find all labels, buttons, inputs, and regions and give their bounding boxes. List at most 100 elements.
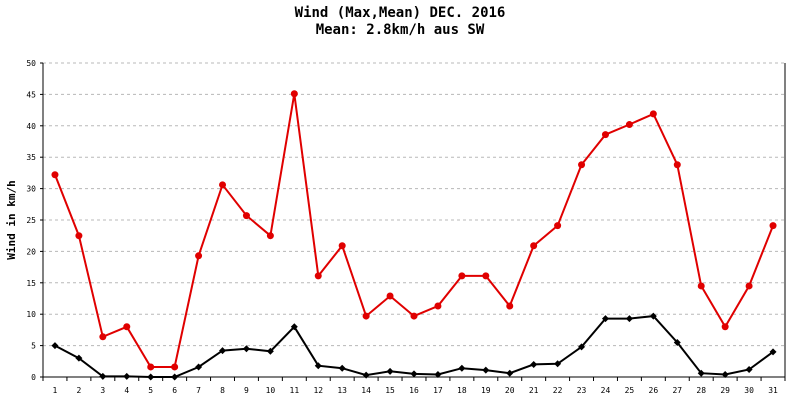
series-2-point <box>314 362 322 370</box>
x-tick-label: 18 <box>457 386 467 395</box>
series-2-point <box>290 323 298 331</box>
series-2-point <box>601 315 609 323</box>
series-1-point <box>458 272 466 280</box>
series-2-point <box>75 354 83 362</box>
x-tick-label: 17 <box>433 386 443 395</box>
x-tick-label: 19 <box>481 386 491 395</box>
series-2-point <box>745 365 753 373</box>
series-1-point <box>601 131 609 139</box>
x-tick-label: 11 <box>290 386 300 395</box>
series-1-point <box>290 90 298 98</box>
series-2-point <box>506 369 514 377</box>
series-1-point <box>51 171 59 179</box>
series-2-point <box>123 372 131 380</box>
x-tick-label: 7 <box>196 386 201 395</box>
y-tick-label: 20 <box>26 247 36 256</box>
x-tick-label: 3 <box>100 386 105 395</box>
x-tick-label: 6 <box>172 386 177 395</box>
series-1-point <box>721 323 729 331</box>
y-tick-label: 45 <box>26 90 36 99</box>
x-tick-label: 29 <box>720 386 730 395</box>
series-2-point <box>362 371 370 379</box>
x-tick-label: 8 <box>220 386 225 395</box>
series-2-point <box>649 312 657 320</box>
y-tick-label: 30 <box>26 185 36 194</box>
series-2-point <box>578 343 586 351</box>
series-1-point <box>219 181 227 189</box>
series-1-point <box>769 222 777 230</box>
y-tick-label: 15 <box>26 279 36 288</box>
series-2-point <box>769 348 777 356</box>
x-tick-label: 13 <box>337 386 347 395</box>
series-1-point <box>99 333 107 341</box>
series-1-point <box>434 302 442 310</box>
series-1-point <box>123 323 131 331</box>
series-2-point <box>147 373 155 381</box>
y-tick-label: 50 <box>26 59 36 68</box>
x-tick-label: 14 <box>361 386 371 395</box>
x-tick-label: 9 <box>244 386 249 395</box>
x-tick-label: 28 <box>696 386 706 395</box>
x-tick-label: 2 <box>76 386 81 395</box>
series-2-point <box>482 366 490 374</box>
series-1-point <box>314 272 322 280</box>
series-1-point <box>147 363 155 371</box>
x-tick-label: 12 <box>313 386 323 395</box>
series-2-point <box>530 360 538 368</box>
x-tick-label: 26 <box>649 386 659 395</box>
series-1-point <box>482 272 490 280</box>
series-1-point <box>75 232 83 240</box>
series-2-point <box>219 347 227 355</box>
x-tick-label: 21 <box>529 386 539 395</box>
chart-title: Wind (Max,Mean) DEC. 2016 <box>294 5 506 21</box>
series-1-point <box>338 242 346 250</box>
x-tick-label: 23 <box>577 386 587 395</box>
series-1-point <box>673 161 681 169</box>
series-2-point <box>195 363 203 371</box>
x-tick-label: 15 <box>385 386 395 395</box>
series-2-point <box>625 315 633 323</box>
series-1-point <box>530 242 538 250</box>
x-tick-label: 22 <box>553 386 563 395</box>
series-1-point <box>195 252 203 260</box>
series-1-point <box>625 121 633 129</box>
series-1-point <box>242 212 250 220</box>
y-tick-label: 0 <box>31 373 36 382</box>
series-2-point <box>458 364 466 372</box>
x-tick-label: 30 <box>744 386 754 395</box>
x-tick-label: 4 <box>124 386 129 395</box>
series-1-point <box>410 312 418 320</box>
x-tick-label: 24 <box>601 386 611 395</box>
series-1-point <box>554 222 562 230</box>
series-1-point <box>578 161 586 169</box>
series-1-point <box>697 282 705 290</box>
series-1-point <box>171 363 179 371</box>
series-1-line <box>54 93 774 368</box>
series-2-point <box>386 367 394 375</box>
series-2-point <box>673 338 681 346</box>
series-2-point <box>434 370 442 378</box>
series-2-point <box>410 370 418 378</box>
x-tick-label: 20 <box>505 386 515 395</box>
series-2-point <box>721 370 729 378</box>
y-tick-label: 5 <box>31 342 36 351</box>
series-1-point <box>362 312 370 320</box>
y-tick-label: 25 <box>26 216 36 225</box>
x-tick-label: 16 <box>409 386 419 395</box>
x-tick-label: 1 <box>53 386 58 395</box>
y-tick-label: 35 <box>26 153 36 162</box>
series-1-point <box>649 110 657 118</box>
x-tick-label: 5 <box>148 386 153 395</box>
series-1-point <box>266 232 274 240</box>
y-axis-label: Wind in km/h <box>5 180 18 259</box>
series-2-point <box>171 373 179 381</box>
series-1-point <box>506 302 514 310</box>
series-2-point <box>338 364 346 372</box>
x-tick-label: 31 <box>768 386 778 395</box>
series-2-point <box>697 369 705 377</box>
series-2-point <box>51 342 59 350</box>
series-2-point <box>242 345 250 353</box>
y-tick-label: 10 <box>26 310 36 319</box>
